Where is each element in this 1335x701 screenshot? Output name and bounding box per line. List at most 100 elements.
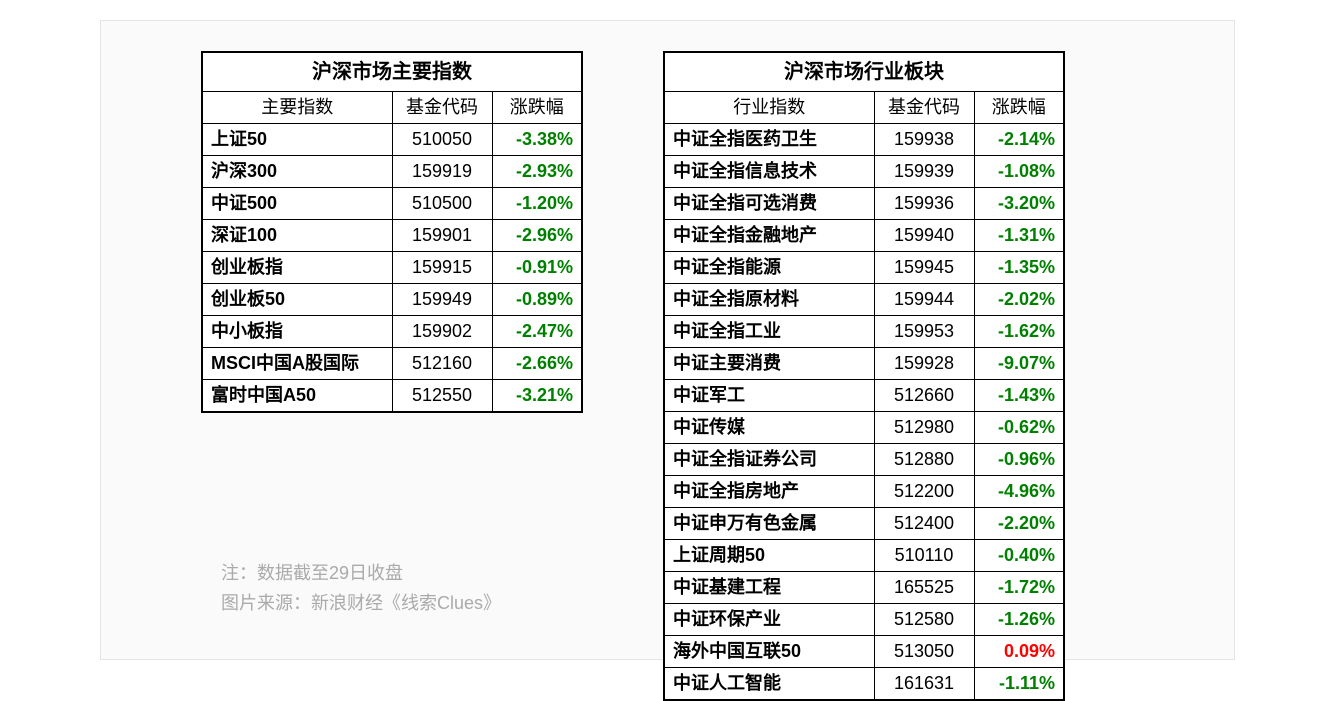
- index-name-cell: 中证全指金融地产: [664, 220, 874, 252]
- change-cell: -1.35%: [974, 252, 1064, 284]
- fund-code-cell: 159901: [392, 220, 492, 252]
- table-sectors-header-row: 行业指数 基金代码 涨跌幅: [664, 92, 1064, 124]
- change-cell: -2.47%: [492, 316, 582, 348]
- table-row: 创业板50159949-0.89%: [202, 284, 582, 316]
- content-container: 沪深市场主要指数 主要指数 基金代码 涨跌幅 上证50510050-3.38%沪…: [100, 20, 1235, 660]
- table-row: 中证全指可选消费159936-3.20%: [664, 188, 1064, 220]
- fund-code-cell: 159902: [392, 316, 492, 348]
- index-name-cell: 中证传媒: [664, 412, 874, 444]
- footnote: 注：数据截至29日收盘 图片来源：新浪财经《线索Clues》: [221, 558, 501, 619]
- change-cell: -1.72%: [974, 572, 1064, 604]
- fund-code-cell: 512660: [874, 380, 974, 412]
- fund-code-cell: 165525: [874, 572, 974, 604]
- change-cell: -3.21%: [492, 380, 582, 413]
- table-indices: 沪深市场主要指数 主要指数 基金代码 涨跌幅 上证50510050-3.38%沪…: [201, 51, 583, 413]
- table-row: 中证全指证券公司512880-0.96%: [664, 444, 1064, 476]
- table-indices-wrap: 沪深市场主要指数 主要指数 基金代码 涨跌幅 上证50510050-3.38%沪…: [201, 51, 583, 413]
- change-cell: -0.91%: [492, 252, 582, 284]
- table-indices-body: 上证50510050-3.38%沪深300159919-2.93%中证50051…: [202, 124, 582, 413]
- table-row: 中小板指159902-2.47%: [202, 316, 582, 348]
- footnote-line1: 注：数据截至29日收盘: [221, 558, 501, 589]
- table-row: 富时中国A50512550-3.21%: [202, 380, 582, 413]
- fund-code-cell: 159953: [874, 316, 974, 348]
- index-name-cell: 中证申万有色金属: [664, 508, 874, 540]
- change-cell: -0.40%: [974, 540, 1064, 572]
- table-row: 中证全指医药卫生159938-2.14%: [664, 124, 1064, 156]
- index-name-cell: 深证100: [202, 220, 392, 252]
- table-sectors-body: 中证全指医药卫生159938-2.14%中证全指信息技术159939-1.08%…: [664, 124, 1064, 701]
- change-cell: -2.02%: [974, 284, 1064, 316]
- change-cell: -0.96%: [974, 444, 1064, 476]
- index-name-cell: 中小板指: [202, 316, 392, 348]
- change-cell: -4.96%: [974, 476, 1064, 508]
- change-cell: -1.62%: [974, 316, 1064, 348]
- index-name-cell: 中证全指能源: [664, 252, 874, 284]
- table-row: 中证全指信息技术159939-1.08%: [664, 156, 1064, 188]
- fund-code-cell: 512550: [392, 380, 492, 413]
- fund-code-cell: 510050: [392, 124, 492, 156]
- fund-code-cell: 512160: [392, 348, 492, 380]
- table-row: MSCI中国A股国际512160-2.66%: [202, 348, 582, 380]
- table-sectors-title: 沪深市场行业板块: [664, 52, 1064, 92]
- fund-code-cell: 159945: [874, 252, 974, 284]
- change-cell: -1.31%: [974, 220, 1064, 252]
- index-name-cell: 创业板50: [202, 284, 392, 316]
- table-row: 中证基建工程165525-1.72%: [664, 572, 1064, 604]
- fund-code-cell: 161631: [874, 668, 974, 701]
- fund-code-cell: 159938: [874, 124, 974, 156]
- fund-code-cell: 159940: [874, 220, 974, 252]
- index-name-cell: 中证全指工业: [664, 316, 874, 348]
- index-name-cell: MSCI中国A股国际: [202, 348, 392, 380]
- change-cell: -2.20%: [974, 508, 1064, 540]
- table-sectors-wrap: 沪深市场行业板块 行业指数 基金代码 涨跌幅 中证全指医药卫生159938-2.…: [663, 51, 1065, 701]
- table-row: 中证全指能源159945-1.35%: [664, 252, 1064, 284]
- change-cell: -3.20%: [974, 188, 1064, 220]
- change-cell: -2.14%: [974, 124, 1064, 156]
- table-row: 中证500510500-1.20%: [202, 188, 582, 220]
- change-cell: -1.26%: [974, 604, 1064, 636]
- fund-code-cell: 512580: [874, 604, 974, 636]
- table-row: 中证传媒512980-0.62%: [664, 412, 1064, 444]
- change-cell: -2.93%: [492, 156, 582, 188]
- index-name-cell: 中证全指可选消费: [664, 188, 874, 220]
- index-name-cell: 沪深300: [202, 156, 392, 188]
- table-row: 中证主要消费159928-9.07%: [664, 348, 1064, 380]
- index-name-cell: 中证环保产业: [664, 604, 874, 636]
- table-row: 中证申万有色金属512400-2.20%: [664, 508, 1064, 540]
- index-name-cell: 上证50: [202, 124, 392, 156]
- table-row: 中证全指房地产512200-4.96%: [664, 476, 1064, 508]
- index-name-cell: 中证主要消费: [664, 348, 874, 380]
- footnote-line2: 图片来源：新浪财经《线索Clues》: [221, 588, 501, 619]
- table-indices-header-row: 主要指数 基金代码 涨跌幅: [202, 92, 582, 124]
- col-header-name: 主要指数: [202, 92, 392, 124]
- fund-code-cell: 512880: [874, 444, 974, 476]
- fund-code-cell: 159919: [392, 156, 492, 188]
- change-cell: -0.62%: [974, 412, 1064, 444]
- index-name-cell: 中证全指信息技术: [664, 156, 874, 188]
- fund-code-cell: 159936: [874, 188, 974, 220]
- fund-code-cell: 159928: [874, 348, 974, 380]
- index-name-cell: 中证500: [202, 188, 392, 220]
- table-row: 中证军工512660-1.43%: [664, 380, 1064, 412]
- col-header-change: 涨跌幅: [492, 92, 582, 124]
- table-indices-title: 沪深市场主要指数: [202, 52, 582, 92]
- change-cell: -1.43%: [974, 380, 1064, 412]
- fund-code-cell: 512200: [874, 476, 974, 508]
- table-row: 沪深300159919-2.93%: [202, 156, 582, 188]
- table-row: 深证100159901-2.96%: [202, 220, 582, 252]
- table-sectors: 沪深市场行业板块 行业指数 基金代码 涨跌幅 中证全指医药卫生159938-2.…: [663, 51, 1065, 701]
- fund-code-cell: 159944: [874, 284, 974, 316]
- change-cell: -9.07%: [974, 348, 1064, 380]
- change-cell: -3.38%: [492, 124, 582, 156]
- table-row: 海外中国互联505130500.09%: [664, 636, 1064, 668]
- col-header-change: 涨跌幅: [974, 92, 1064, 124]
- change-cell: -1.11%: [974, 668, 1064, 701]
- table-row: 中证全指金融地产159940-1.31%: [664, 220, 1064, 252]
- index-name-cell: 上证周期50: [664, 540, 874, 572]
- change-cell: -1.20%: [492, 188, 582, 220]
- change-cell: -1.08%: [974, 156, 1064, 188]
- fund-code-cell: 510500: [392, 188, 492, 220]
- index-name-cell: 海外中国互联50: [664, 636, 874, 668]
- table-row: 上证周期50510110-0.40%: [664, 540, 1064, 572]
- table-row: 中证环保产业512580-1.26%: [664, 604, 1064, 636]
